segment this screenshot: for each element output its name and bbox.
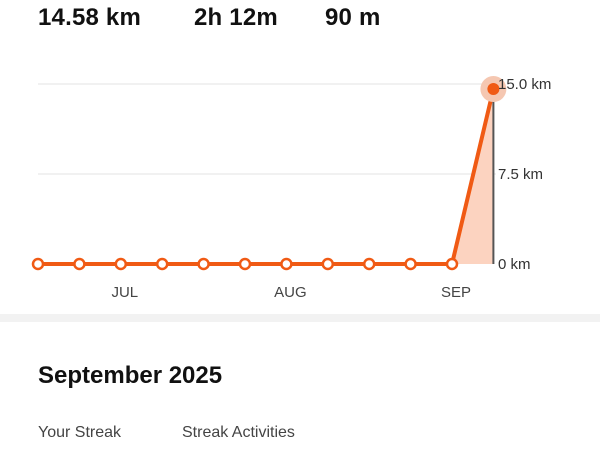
distance-stat: 14.58 km [38, 4, 142, 31]
elevation-stat: 90 m [325, 4, 381, 31]
x-tick-label-2: SEP [441, 284, 471, 301]
tab-streak-activities[interactable]: Streak Activities [182, 424, 295, 441]
month-title: September 2025 [38, 362, 223, 389]
y-tick-label-2: 0 km [498, 256, 531, 273]
y-tick-label-0: 15.0 km [498, 76, 551, 93]
data-point-7 [321, 257, 335, 271]
data-point-6 [280, 257, 293, 271]
data-point-8 [362, 257, 376, 271]
data-point-1 [73, 257, 86, 271]
y-tick-label-1: 7.5 km [498, 166, 543, 183]
data-point-9 [404, 257, 417, 271]
data-point-11 [487, 83, 500, 96]
data-point-3 [155, 257, 169, 271]
weekly-distance-chart[interactable]: 15.0 km 7.5 km 0 km JUL AUG SEP [0, 60, 600, 310]
data-point-10 [445, 257, 459, 271]
data-point-2 [114, 257, 128, 271]
time-stat: 2h 12m [194, 4, 278, 31]
x-tick-label-0: JUL [111, 284, 138, 301]
data-point-5 [238, 257, 252, 271]
series-line [36, 87, 496, 266]
x-tick-label-1: AUG [274, 284, 307, 301]
section-divider [0, 314, 600, 322]
data-point-4 [197, 257, 210, 271]
tab-your-streak[interactable]: Your Streak [38, 424, 122, 441]
data-point-0 [31, 257, 45, 271]
